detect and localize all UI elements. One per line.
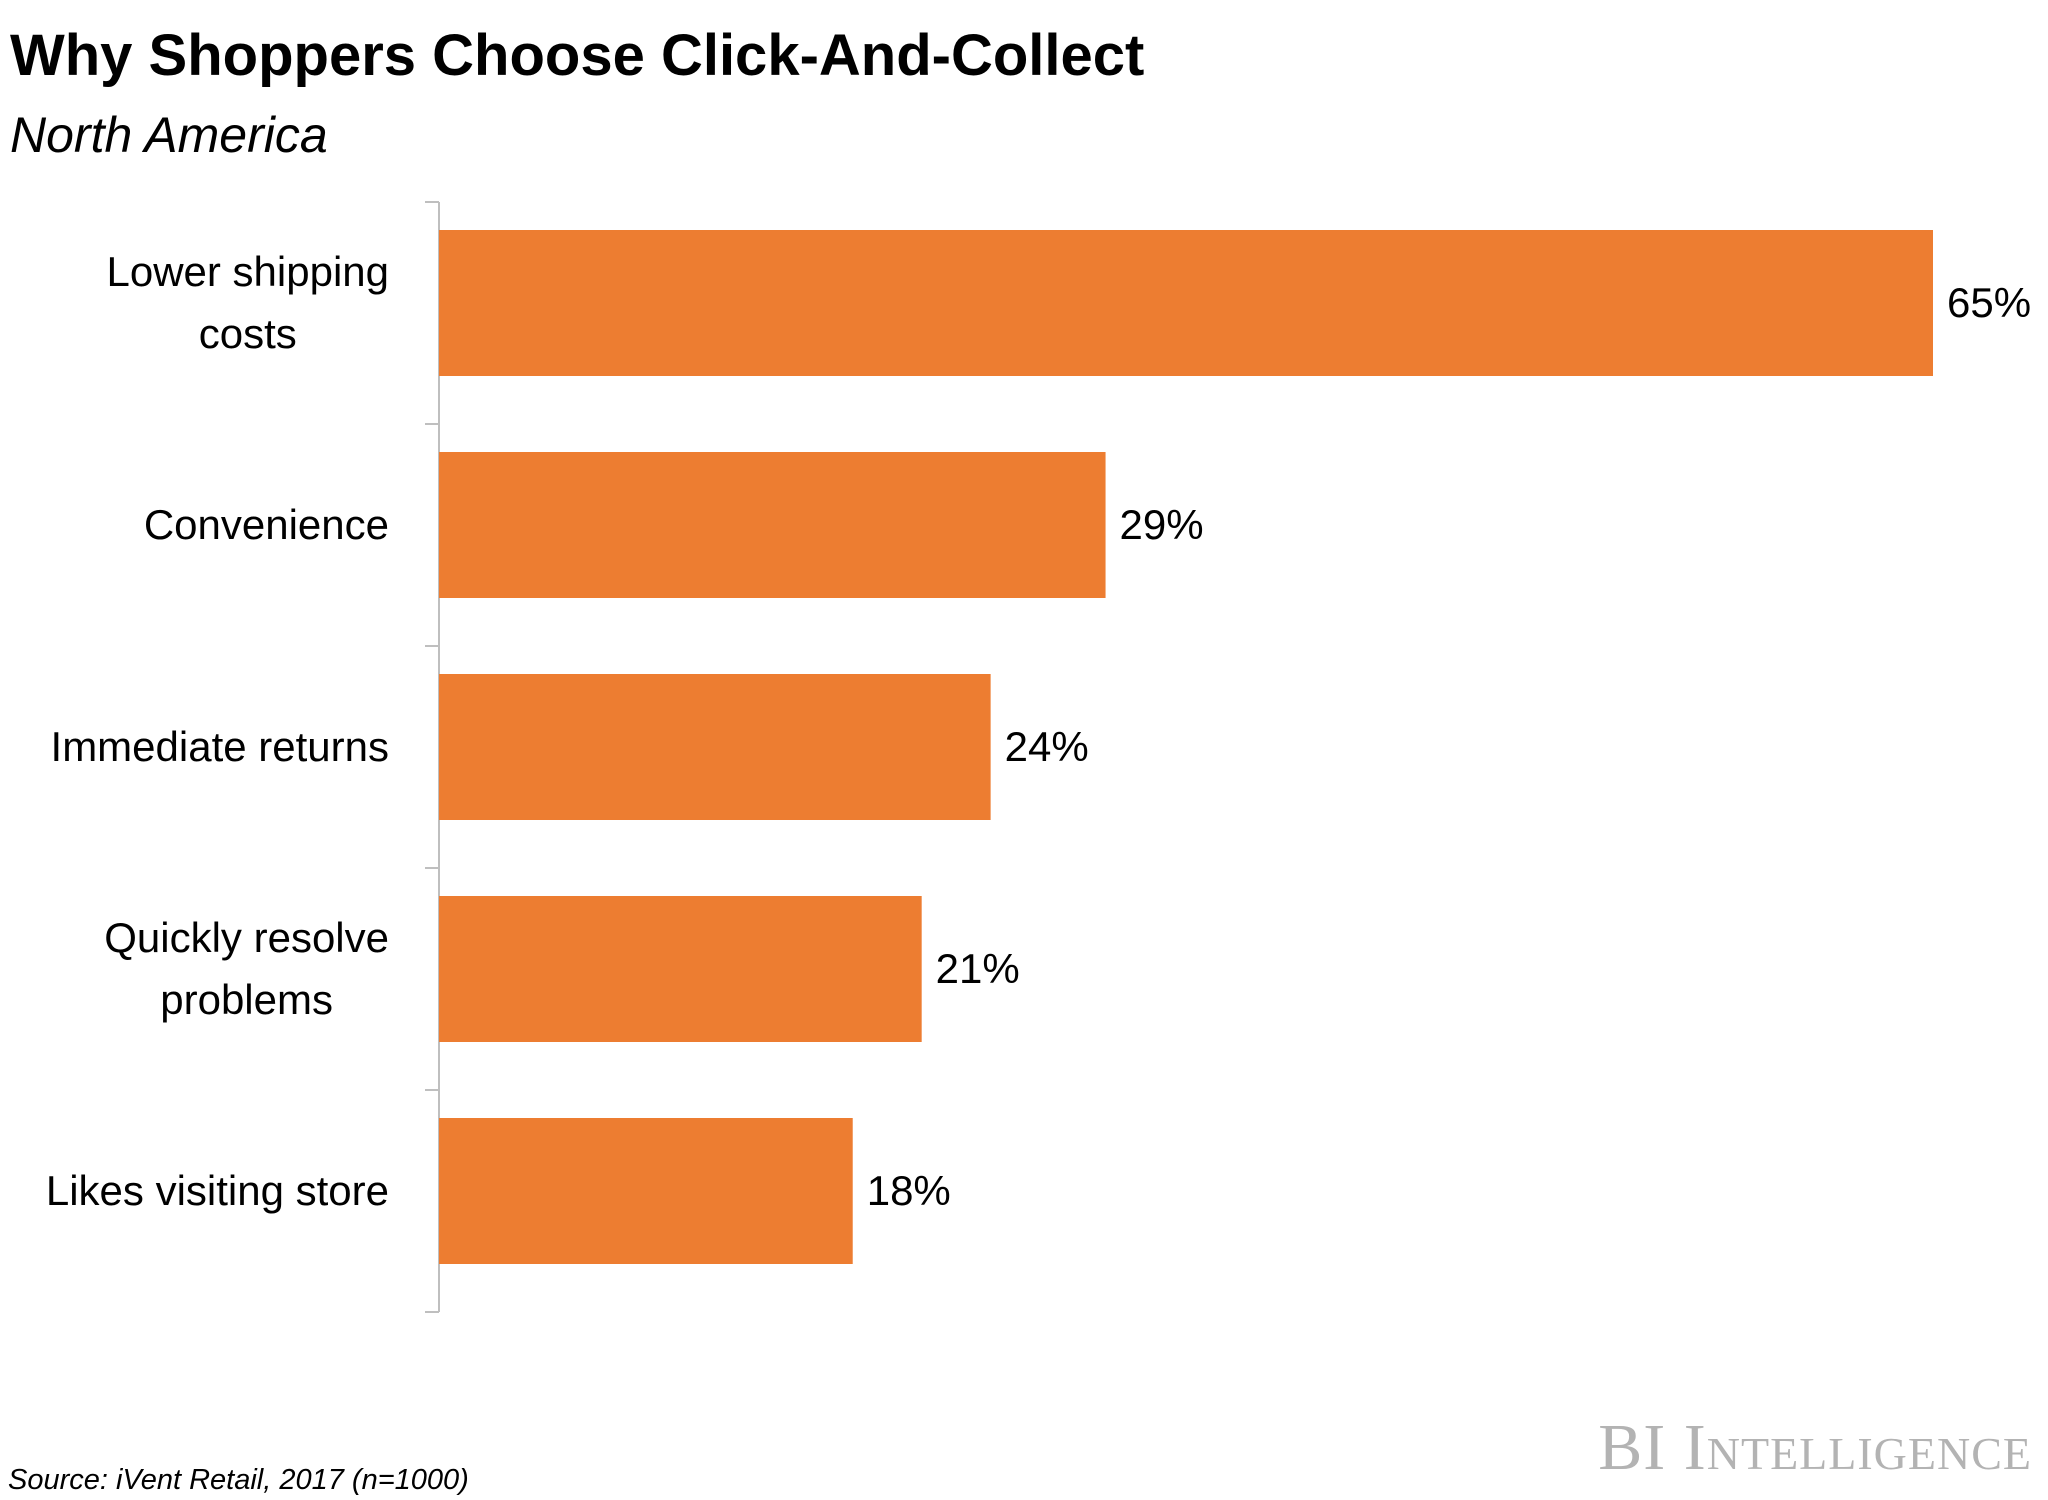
- value-label: 65%: [1947, 279, 2032, 326]
- value-label: 24%: [1004, 723, 1089, 770]
- chart-title: Why Shoppers Choose Click-And-Collect: [10, 23, 1145, 88]
- value-label: 21%: [935, 945, 1020, 992]
- value-label: 18%: [866, 1167, 951, 1214]
- category-label: Convenience: [143, 501, 389, 548]
- category-label: Immediate returns: [50, 723, 389, 770]
- bar: [439, 674, 991, 820]
- source-note: Source: iVent Retail, 2017 (n=1000): [8, 1464, 469, 1496]
- bar: [439, 230, 1933, 376]
- bar: [439, 452, 1106, 598]
- category-label: Likes visiting store: [45, 1167, 389, 1214]
- category-label: Lower shipping costs: [106, 248, 389, 357]
- chart-subtitle: North America: [10, 107, 328, 163]
- bar: [439, 896, 922, 1042]
- branding: BI Intelligence: [1598, 1411, 2032, 1484]
- value-label: 29%: [1119, 501, 1204, 548]
- category-label: Quickly resolve problems: [104, 914, 389, 1023]
- bar: [439, 1118, 853, 1264]
